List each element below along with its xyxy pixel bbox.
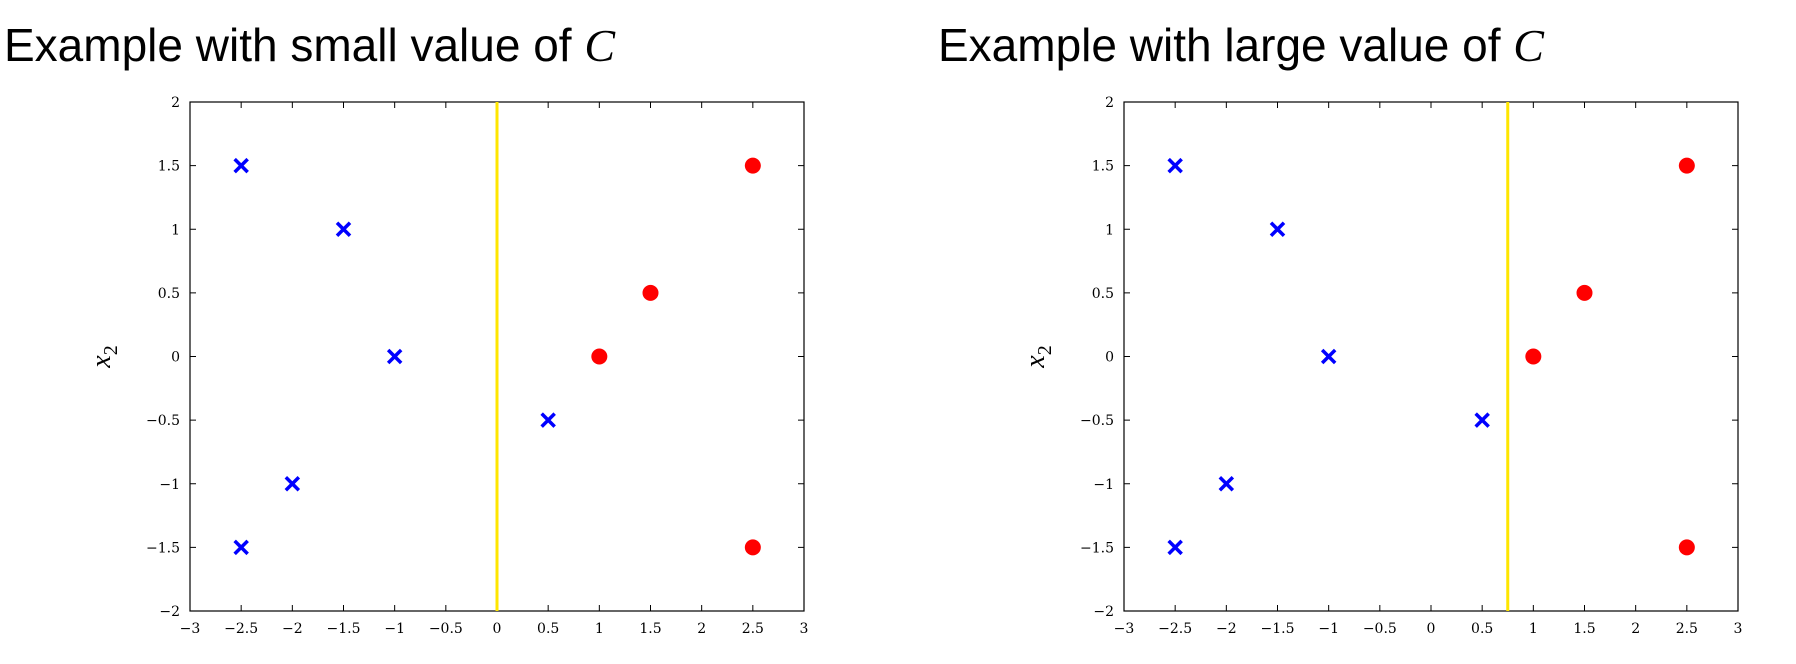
data-point-circle bbox=[1678, 539, 1695, 556]
data-point-cross bbox=[386, 348, 403, 365]
data-point-cross bbox=[1320, 348, 1337, 365]
x-tick-label: −2 bbox=[282, 621, 303, 637]
scatter-plot: −3 −2.5 −2 −1.5 −1 −0.5 0 0.5 1 1.5 2 2.5 3 −2 −1.5 −1 −… bbox=[86, 95, 809, 637]
y-tick-label: 0.5 bbox=[158, 286, 180, 302]
x-tick-label: 0 bbox=[1427, 621, 1436, 637]
x-tick-label: −1 bbox=[384, 621, 405, 637]
data-point-circle bbox=[642, 284, 659, 301]
x-tick-label: 1.5 bbox=[1573, 621, 1595, 637]
y-tick-label: −2 bbox=[1093, 604, 1114, 620]
x-tick-label: 0.5 bbox=[1471, 621, 1493, 637]
y-tick-label: −1 bbox=[1093, 477, 1114, 493]
y-tick-label: 0 bbox=[1105, 350, 1114, 366]
data-point-circle bbox=[744, 157, 761, 174]
data-point-cross bbox=[1218, 476, 1235, 492]
chart-panel-small-c: Example with small value of C −3 −2.5 −2 −1… bbox=[4, 19, 809, 637]
y-tick-label: −1.5 bbox=[1080, 540, 1114, 556]
y-tick-label: 0 bbox=[171, 350, 180, 366]
data-point-cross bbox=[1167, 539, 1183, 556]
x-tick-label: −0.5 bbox=[429, 621, 463, 637]
data-point-circle bbox=[1678, 157, 1695, 174]
y-tick-label: 0.5 bbox=[1092, 286, 1114, 302]
y-tick-label: −1.5 bbox=[146, 540, 180, 556]
x-tick-label: 1 bbox=[1529, 621, 1538, 637]
y-tick-label: −2 bbox=[159, 604, 180, 620]
chart-title: Example with small value of C bbox=[4, 19, 616, 71]
x-tick-label: −3 bbox=[180, 621, 201, 637]
x-tick-label: −1.5 bbox=[1261, 621, 1295, 637]
x-tick-label: 0 bbox=[493, 621, 502, 637]
x-tick-label: 3 bbox=[1734, 621, 1743, 637]
data-point-circle bbox=[1576, 284, 1593, 301]
data-point-cross bbox=[284, 476, 301, 492]
data-point-cross bbox=[540, 412, 556, 428]
y-tick-label: −0.5 bbox=[146, 413, 180, 429]
data-point-circle bbox=[744, 539, 761, 556]
x-tick-label: −3 bbox=[1114, 621, 1135, 637]
x-tick-label: 2 bbox=[1631, 621, 1640, 637]
data-point-cross bbox=[233, 539, 249, 556]
y-tick-label: 1 bbox=[1105, 222, 1114, 238]
x-tick-label: −2.5 bbox=[1158, 621, 1192, 637]
y-tick-label: 2 bbox=[1105, 95, 1114, 111]
data-point-circle bbox=[591, 348, 608, 365]
title-variable: C bbox=[584, 20, 616, 71]
y-axis-label: x2 bbox=[86, 345, 122, 368]
chart-panel-large-c: Example with large value of C −3 −2.5 −2 −1… bbox=[934, 0, 1796, 664]
x-tick-label: 2 bbox=[697, 621, 706, 637]
axes-frame bbox=[1123, 101, 1739, 612]
x-tick-label: 2.5 bbox=[742, 621, 764, 637]
y-axis-label: x2 bbox=[1020, 345, 1056, 368]
x-tick-label: −1 bbox=[1318, 621, 1339, 637]
y-tick-label: 2 bbox=[171, 95, 180, 111]
scatter-plot: −3 −2.5 −2 −1.5 −1 −0.5 0 0.5 1 1.5 2 2.5 3 −2 −1.5 −1 −… bbox=[1020, 95, 1743, 637]
x-tick-label: −2.5 bbox=[224, 621, 258, 637]
x-tick-label: −1.5 bbox=[327, 621, 361, 637]
x-tick-label: 1.5 bbox=[639, 621, 661, 637]
x-tick-label: 1 bbox=[595, 621, 604, 637]
data-point-cross bbox=[233, 157, 249, 174]
y-tick-label: 1.5 bbox=[1092, 159, 1114, 175]
x-tick-label: 2.5 bbox=[1676, 621, 1698, 637]
y-tick-label: 1 bbox=[171, 222, 180, 238]
x-tick-label: 3 bbox=[800, 621, 809, 637]
y-tick-label: −0.5 bbox=[1080, 413, 1114, 429]
data-point-circle bbox=[1525, 348, 1542, 365]
chart-title: Example with large value of C bbox=[938, 19, 1544, 71]
data-point-cross bbox=[335, 221, 352, 237]
x-tick-label: 0.5 bbox=[537, 621, 559, 637]
data-point-cross bbox=[1167, 157, 1183, 174]
title-variable: C bbox=[1513, 20, 1544, 71]
data-point-cross bbox=[1474, 412, 1490, 428]
data-point-cross bbox=[1269, 221, 1286, 237]
y-tick-label: 1.5 bbox=[158, 159, 180, 175]
x-tick-label: −2 bbox=[1216, 621, 1237, 637]
y-tick-label: −1 bbox=[159, 477, 180, 493]
x-tick-label: −0.5 bbox=[1363, 621, 1397, 637]
